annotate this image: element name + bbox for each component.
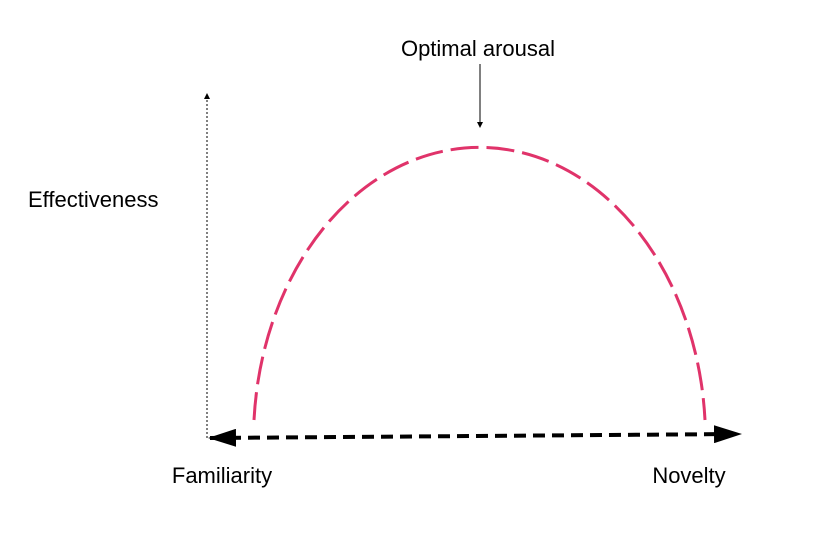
x-right-label: Novelty bbox=[652, 463, 725, 488]
y-axis-label: Effectiveness bbox=[28, 187, 158, 212]
arousal-curve bbox=[252, 145, 707, 421]
annotation-label: Optimal arousal bbox=[401, 36, 555, 61]
x-left-label: Familiarity bbox=[172, 463, 272, 488]
x-axis bbox=[208, 425, 742, 447]
